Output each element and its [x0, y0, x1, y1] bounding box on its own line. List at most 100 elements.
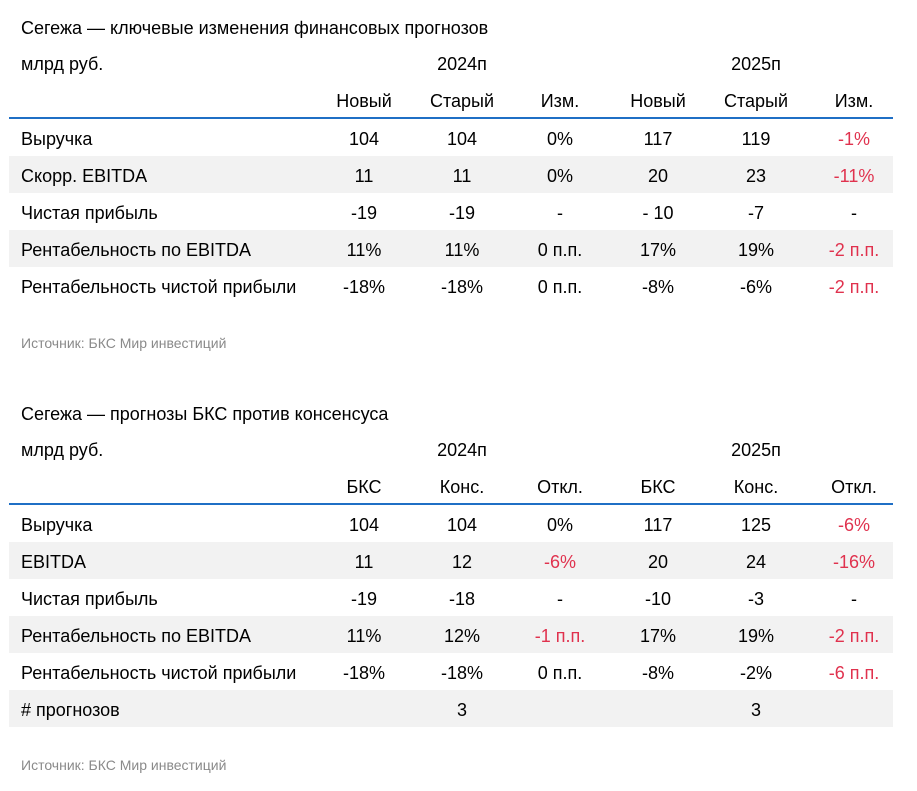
- table-cell: -: [557, 203, 563, 223]
- row-label: Чистая прибыль: [21, 589, 158, 609]
- table-cell: -19: [350, 589, 377, 609]
- table-cell: 20: [647, 166, 669, 186]
- row-label: Выручка: [21, 515, 93, 535]
- column-header: Откл.: [831, 477, 877, 497]
- table-cell: 0%: [546, 166, 573, 186]
- table-cell: 0%: [546, 515, 573, 535]
- column-header: Конс.: [439, 477, 485, 497]
- column-headers: Новый Старый Изм. Новый Старый Изм.: [9, 90, 893, 114]
- column-header: БКС: [346, 477, 382, 497]
- table-cell: 11: [354, 552, 374, 572]
- table-cell: -2 п.п.: [828, 626, 880, 646]
- column-headers: БКС Конс. Откл. БКС Конс. Откл.: [9, 476, 893, 500]
- table-cell: -2 п.п.: [828, 277, 880, 297]
- table-row: Чистая прибыль -19 -19 - - 10 -7 -: [9, 193, 893, 230]
- table-cell: -18%: [342, 663, 386, 683]
- table-cell: -: [851, 203, 857, 223]
- table-cell: -6 п.п.: [828, 663, 880, 683]
- table-cell: 117: [643, 515, 673, 535]
- table-cell: 11: [452, 166, 472, 186]
- row-label: Чистая прибыль: [21, 203, 158, 223]
- table-title: Сегежа — прогнозы БКС против консенсуса: [21, 404, 389, 424]
- table-cell: -19: [350, 203, 377, 223]
- unit-label: млрд руб.: [21, 440, 104, 460]
- table-cell: -18: [448, 589, 475, 609]
- table-row: Выручка 104 104 0% 117 125 -6%: [9, 505, 893, 542]
- row-label: Выручка: [21, 129, 93, 149]
- row-label: Рентабельность по EBITDA: [21, 240, 251, 260]
- year-header-2024: 2024п: [437, 54, 487, 74]
- table-row: Чистая прибыль -19 -18 - -10 -3 -: [9, 579, 893, 616]
- table-cell: 19%: [737, 240, 775, 260]
- row-label: EBITDA: [21, 552, 87, 572]
- table-cell: -2%: [739, 663, 772, 683]
- table-row: EBITDA 11 12 -6% 20 24 -16%: [9, 542, 893, 579]
- table-cell: 17%: [639, 240, 677, 260]
- table-cell: - 10: [642, 203, 674, 223]
- row-label: # прогнозов: [21, 700, 120, 720]
- table-cell: -7: [747, 203, 764, 223]
- table-cell: 0 п.п.: [537, 663, 583, 683]
- source-note: Источник: БКС Мир инвестиций: [21, 335, 227, 351]
- table-cell: -8%: [641, 277, 674, 297]
- row-label: Рентабельность чистой прибыли: [21, 663, 297, 683]
- table-row: Скорр. EBITDA 11 11 0% 20 23 -11%: [9, 156, 893, 193]
- table-cell: -2 п.п.: [828, 240, 880, 260]
- year-header-2024: 2024п: [437, 440, 487, 460]
- table-row: Рентабельность чистой прибыли -18% -18% 0 п…: [9, 267, 893, 304]
- table-cell: 12%: [443, 626, 481, 646]
- column-header: Старый: [723, 91, 789, 111]
- table-cell: 117: [643, 129, 673, 149]
- table-cell: -1%: [837, 129, 870, 149]
- table-cell: 104: [348, 129, 380, 149]
- table-cell: -8%: [641, 663, 674, 683]
- table-row: Рентабельность по EBITDA 11% 11% 0 п.п. 17% 1…: [9, 230, 893, 267]
- table-row: Рентабельность по EBITDA 11% 12% -1 п.п. 17%…: [9, 616, 893, 653]
- table-cell: -18%: [342, 277, 386, 297]
- table-cell: 104: [446, 515, 478, 535]
- table-cell: 3: [750, 700, 761, 720]
- table-cell: 11%: [346, 240, 382, 260]
- table-cell: -6%: [739, 277, 772, 297]
- table-cell: -11%: [833, 166, 875, 186]
- table-cell: 19%: [737, 626, 775, 646]
- table-cell: 20: [647, 552, 669, 572]
- table-row: Рентабельность чистой прибыли -18% -18% 0 п…: [9, 653, 893, 690]
- column-header: БКС: [640, 477, 676, 497]
- table-cell: -3: [747, 589, 764, 609]
- table-cell: -18%: [440, 277, 484, 297]
- table-cell: 0 п.п.: [537, 240, 583, 260]
- row-label: Рентабельность по EBITDA: [21, 626, 251, 646]
- table-cell: 17%: [639, 626, 677, 646]
- table-cell: -: [557, 589, 563, 609]
- table-cell: -19: [448, 203, 475, 223]
- table-cell: 11: [354, 166, 374, 186]
- column-header: Старый: [429, 91, 495, 111]
- table-cell: 125: [740, 515, 772, 535]
- table-cell: 11%: [346, 626, 382, 646]
- column-header: Новый: [630, 91, 686, 111]
- table-row: Выручка 104 104 0% 117 119 -1%: [9, 119, 893, 156]
- column-header: Откл.: [537, 477, 583, 497]
- table-cell: -: [851, 589, 857, 609]
- table-cell: 24: [745, 552, 767, 572]
- table-cell: 12: [451, 552, 473, 572]
- column-header: Новый: [336, 91, 392, 111]
- table-cell: 119: [741, 129, 771, 149]
- table-cell: 11%: [444, 240, 480, 260]
- table-cell: 0 п.п.: [537, 277, 583, 297]
- unit-label: млрд руб.: [21, 54, 104, 74]
- row-label: Скорр. EBITDA: [21, 166, 148, 186]
- column-header: Конс.: [733, 477, 779, 497]
- table-body: Выручка 104 104 0% 117 125 -6% EBITDA 11 12 -6% 20 2…: [9, 505, 893, 727]
- table-cell: -1 п.п.: [534, 626, 586, 646]
- table-cell: -16%: [832, 552, 876, 572]
- column-header: Изм.: [834, 91, 874, 111]
- table-cell: -6%: [543, 552, 576, 572]
- source-note: Источник: БКС Мир инвестиций: [21, 757, 227, 773]
- table-cell: 3: [456, 700, 467, 720]
- table-cell: 0%: [546, 129, 573, 149]
- table-cell: -6%: [837, 515, 870, 535]
- table-body: Выручка 104 104 0% 117 119 -1% Скорр. EBITDA 11 1…: [9, 119, 893, 304]
- table-cell: 104: [348, 515, 380, 535]
